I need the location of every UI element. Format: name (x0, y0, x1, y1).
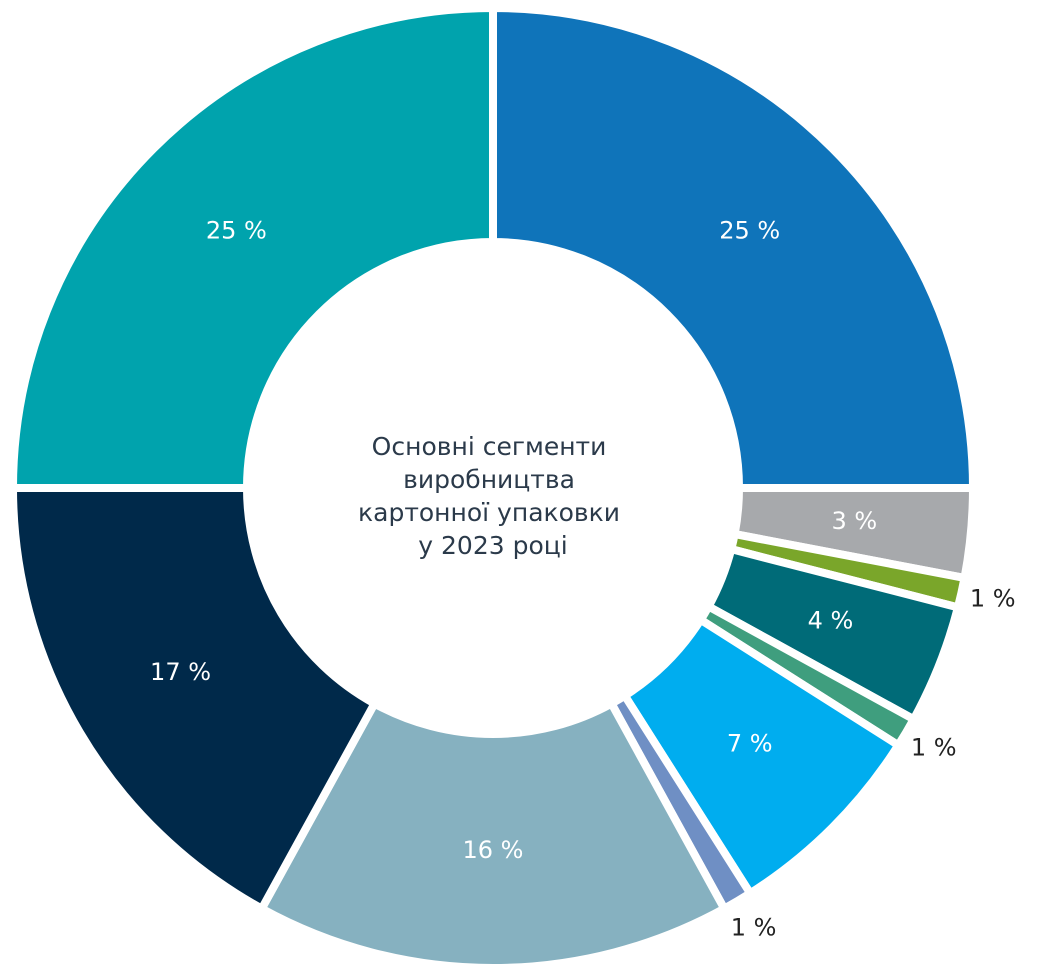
data-label: 16 % (463, 836, 524, 864)
donut-slice (489, 3, 978, 492)
data-label: 1 % (911, 734, 957, 762)
data-label: 1 % (970, 585, 1016, 613)
title-line: Основні сегменти (372, 432, 607, 461)
title-line: картонної упаковки (358, 498, 620, 527)
title-line: виробництва (403, 465, 575, 494)
data-label: 25 % (206, 216, 267, 244)
title-line: у 2023 році (418, 531, 567, 560)
data-label: 4 % (808, 607, 854, 635)
data-label: 7 % (727, 730, 773, 758)
chart-title: Основні сегменти виробництва картонної у… (358, 432, 628, 560)
data-label: 1 % (731, 914, 777, 942)
data-label: 25 % (719, 216, 780, 244)
data-label: 17 % (150, 658, 211, 686)
donut-slice (8, 484, 380, 915)
donut-slice (8, 3, 497, 492)
donut-slice (256, 698, 730, 971)
data-label: 3 % (832, 507, 878, 535)
